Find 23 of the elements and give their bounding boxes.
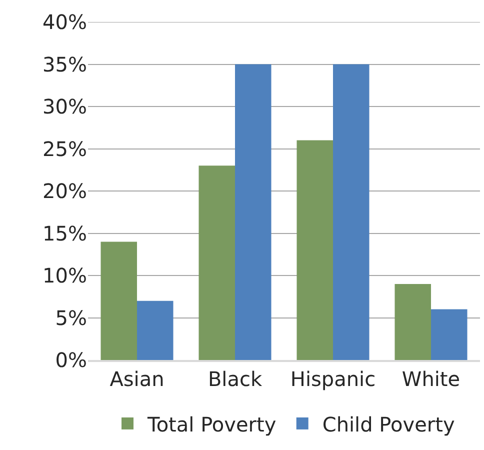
bar	[296, 140, 333, 360]
y-tick-label: 20%	[42, 179, 87, 203]
bar	[431, 309, 468, 360]
bar	[137, 300, 174, 360]
bar	[100, 242, 137, 360]
bar	[198, 166, 235, 360]
x-tick-label: White	[402, 366, 460, 391]
y-tick-label: 0%	[55, 348, 87, 372]
legend-label: Total Poverty	[146, 412, 276, 436]
x-tick-label: Hispanic	[290, 366, 376, 391]
x-tick-label: Asian	[110, 366, 164, 391]
bar	[394, 284, 431, 360]
y-tick-label: 25%	[42, 136, 87, 161]
y-tick-label: 30%	[42, 94, 87, 118]
y-tick-label: 10%	[42, 264, 87, 288]
y-tick-label: 35%	[42, 52, 87, 76]
bar	[333, 64, 370, 360]
bar	[235, 64, 272, 360]
legend-label: Child Poverty	[322, 412, 455, 436]
y-tick-label: 15%	[42, 221, 87, 246]
y-tick-label: 40%	[42, 10, 87, 34]
x-tick-label: Black	[208, 366, 262, 391]
y-tick-label: 5%	[55, 306, 87, 330]
